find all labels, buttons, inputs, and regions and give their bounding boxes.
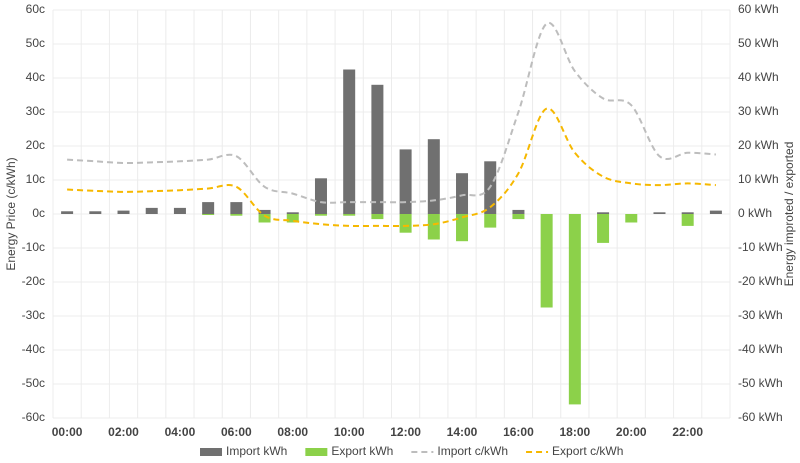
y2-tick-label: -30 kWh	[738, 308, 783, 322]
bar	[314, 214, 327, 216]
x-tick-label: 16:00	[503, 425, 534, 439]
x-tick-label: 02:00	[108, 425, 139, 439]
bar	[681, 214, 694, 226]
y2-tick-label: 30 kWh	[738, 104, 779, 118]
x-tick-label: 08:00	[277, 425, 308, 439]
line	[67, 107, 716, 228]
bar	[427, 139, 440, 214]
bar	[653, 212, 666, 214]
bar	[371, 214, 384, 220]
bar	[343, 69, 356, 214]
x-tick-label: 04:00	[165, 425, 196, 439]
y2-tick-label: -60 kWh	[738, 410, 783, 424]
bar	[512, 214, 525, 220]
bar	[625, 214, 638, 223]
y2-tick-label: 50 kWh	[738, 36, 779, 50]
x-tick-label: 12:00	[390, 425, 421, 439]
y2-axis-title: Energy improted / exported	[782, 142, 796, 287]
bar	[597, 214, 610, 243]
y-tick-label: 0c	[32, 206, 45, 220]
y-tick-label: -40c	[22, 342, 45, 356]
legend-swatch	[200, 448, 222, 456]
bar	[343, 214, 356, 216]
bar	[89, 211, 102, 214]
y-tick-label: -60c	[22, 410, 45, 424]
bar	[314, 178, 327, 214]
bar	[230, 214, 243, 216]
bar	[681, 212, 694, 214]
bar	[456, 173, 469, 214]
legend-label: Import c/kWh	[437, 444, 508, 458]
bar	[173, 207, 186, 214]
line	[67, 22, 716, 204]
bar	[286, 212, 299, 214]
bar	[456, 214, 469, 242]
bar	[568, 214, 581, 405]
bar	[202, 214, 215, 216]
y2-tick-label: -50 kWh	[738, 376, 783, 390]
legend-label: Export kWh	[331, 444, 393, 458]
x-tick-label: 22:00	[672, 425, 703, 439]
bar	[399, 214, 412, 233]
y-tick-label: -20c	[22, 274, 45, 288]
y-tick-label: 50c	[26, 36, 45, 50]
y2-tick-label: 40 kWh	[738, 70, 779, 84]
bar	[427, 214, 440, 240]
x-tick-label: 20:00	[616, 425, 647, 439]
bar	[709, 210, 722, 214]
y2-tick-label: 10 kWh	[738, 172, 779, 186]
y-tick-label: 60c	[26, 2, 45, 16]
bar	[258, 209, 271, 214]
x-tick-label: 14:00	[447, 425, 478, 439]
bar	[399, 149, 412, 214]
y-tick-label: 30c	[26, 104, 45, 118]
y-axis-title: Energy Price (c/kWh)	[4, 157, 18, 270]
bar	[202, 202, 215, 214]
legend-label: Import kWh	[226, 444, 287, 458]
y-tick-label: 40c	[26, 70, 45, 84]
y2-tick-label: 0 kWh	[738, 206, 772, 220]
y2-tick-label: -20 kWh	[738, 274, 783, 288]
legend-label: Export c/kWh	[552, 444, 623, 458]
bar	[371, 84, 384, 214]
y-tick-label: -30c	[22, 308, 45, 322]
bar	[61, 211, 74, 214]
y2-tick-label: -10 kWh	[738, 240, 783, 254]
bar	[286, 214, 299, 223]
x-tick-label: 00:00	[52, 425, 83, 439]
bar	[540, 214, 553, 308]
y2-tick-label: 20 kWh	[738, 138, 779, 152]
y-tick-label: -50c	[22, 376, 45, 390]
y-tick-label: -10c	[22, 240, 45, 254]
legend-swatch	[305, 448, 328, 456]
bar	[512, 209, 525, 214]
x-tick-label: 18:00	[560, 425, 591, 439]
x-tick-label: 06:00	[221, 425, 252, 439]
y2-tick-label: -40 kWh	[738, 342, 783, 356]
bar	[117, 210, 130, 214]
bar	[484, 214, 497, 228]
x-tick-label: 10:00	[334, 425, 365, 439]
bar	[258, 214, 271, 223]
bar	[145, 207, 158, 214]
y2-tick-label: 60 kWh	[738, 2, 779, 16]
y-tick-label: 10c	[26, 172, 45, 186]
bar	[597, 212, 610, 214]
y-tick-label: 20c	[26, 138, 45, 152]
bar	[230, 202, 243, 214]
